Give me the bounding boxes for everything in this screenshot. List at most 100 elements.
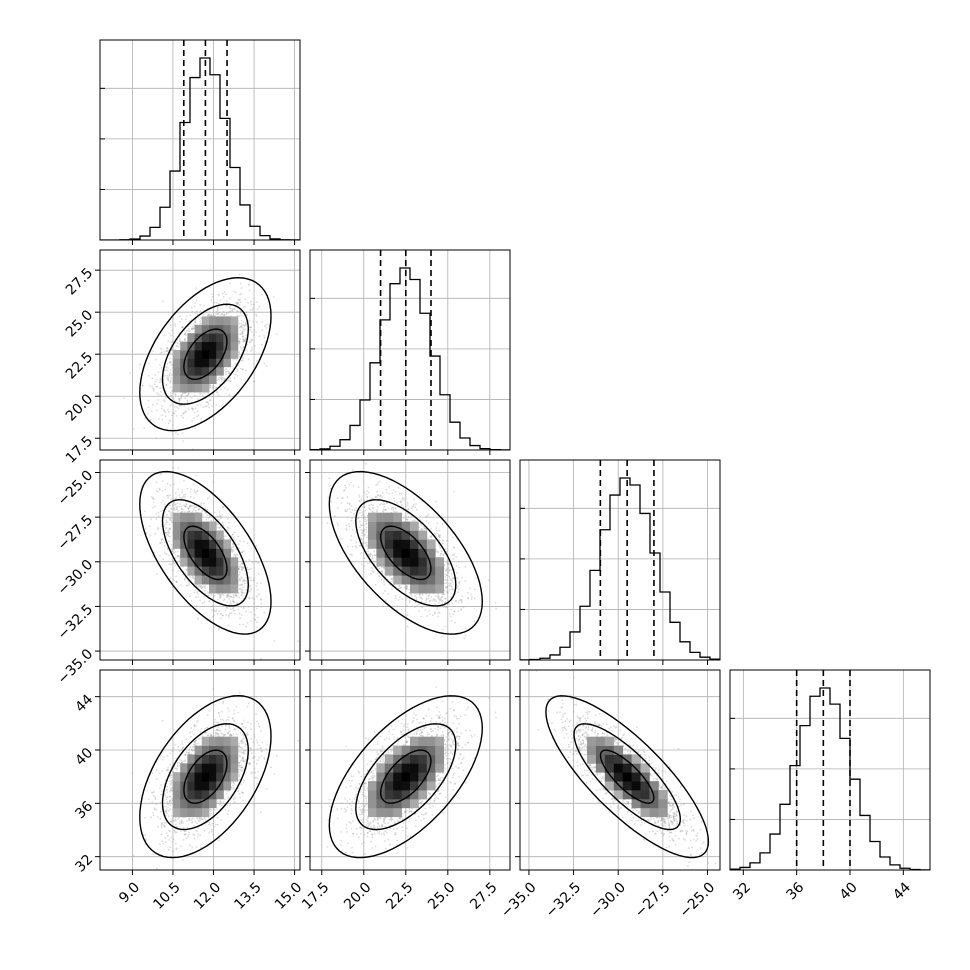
sample-point [216,392,219,394]
sample-point [245,322,248,325]
sample-point [155,803,158,805]
density-cell [187,754,195,764]
sample-point [171,504,174,506]
histogram-panel-2 [520,460,720,660]
sample-point [452,774,455,776]
sample-point [184,759,187,762]
sample-point [680,829,683,832]
sample-point [235,728,237,731]
sample-point [156,378,158,381]
sample-point [203,304,206,307]
sample-point [164,810,167,813]
sample-point [672,814,675,817]
sample-point [249,749,252,752]
sample-point [691,846,694,849]
sample-point [230,595,232,598]
sample-point [216,309,219,311]
sample-point [214,723,217,726]
sample-point [175,580,178,583]
density-cell [209,754,217,764]
density-cell [230,333,239,342]
sample-point [248,283,251,286]
sample-point [370,775,373,777]
sample-point [184,397,187,400]
density-cell [223,772,231,782]
sample-point [425,726,427,729]
sample-point [446,574,449,577]
sample-point [374,758,377,761]
sample-point [238,568,241,570]
sample-point [388,485,391,488]
sample-point [183,333,186,335]
sample-point [456,731,458,733]
sample-point [233,307,236,310]
sample-point [227,370,229,372]
sample-point [668,766,671,768]
sample-point [669,831,672,834]
density-cell [410,530,419,540]
sample-point [393,827,395,830]
sample-point [420,801,423,804]
sample-point [397,599,400,601]
sample-point [182,839,185,841]
density-cell [401,530,411,540]
sample-point [224,728,227,731]
sample-point [228,735,231,737]
sample-point [361,505,363,508]
sample-point [166,516,169,519]
sample-point [690,830,693,832]
sample-point [370,760,373,763]
sample-point [564,720,567,723]
density-cell [376,557,386,567]
sample-point [240,359,243,362]
density-cell [209,736,217,746]
sample-point [371,833,374,836]
sample-point [170,390,173,392]
sample-point [242,550,245,552]
sample-point [167,496,170,499]
sample-point [383,505,386,508]
sample-point [161,405,164,407]
sample-point [171,513,174,516]
sample-point [256,321,258,323]
sample-point [195,724,197,727]
sample-point [666,829,669,832]
sample-point [241,324,244,327]
sample-point [194,741,196,743]
sample-point [156,402,159,405]
sample-point [188,328,190,330]
sample-point [586,717,589,719]
sample-point [381,566,383,569]
density-cell [418,781,428,791]
density-cell [194,521,203,531]
sample-point [297,739,299,742]
sample-point [627,802,629,804]
sample-point [181,747,184,749]
sample-point [191,846,194,849]
density-cell [410,745,419,755]
sample-point [167,533,169,536]
sample-point [159,555,161,557]
density-cell [401,539,411,549]
sample-point [579,741,582,743]
sample-point [233,531,236,534]
sample-point [345,809,348,812]
density-cell [410,772,419,782]
sample-point [192,833,195,836]
sample-point [216,523,219,525]
sample-point [626,806,629,808]
sample-point [230,608,232,611]
sample-point [193,507,196,509]
sample-point [210,734,213,737]
sample-point [561,702,564,705]
sample-point [227,372,230,375]
sample-point [379,750,382,753]
sample-point [208,601,210,603]
sample-point [381,750,383,753]
sample-point [219,526,222,529]
sample-point [159,381,161,384]
sample-point [217,314,220,316]
sample-point [408,588,411,591]
sample-point [368,560,371,563]
sample-point [433,612,436,615]
